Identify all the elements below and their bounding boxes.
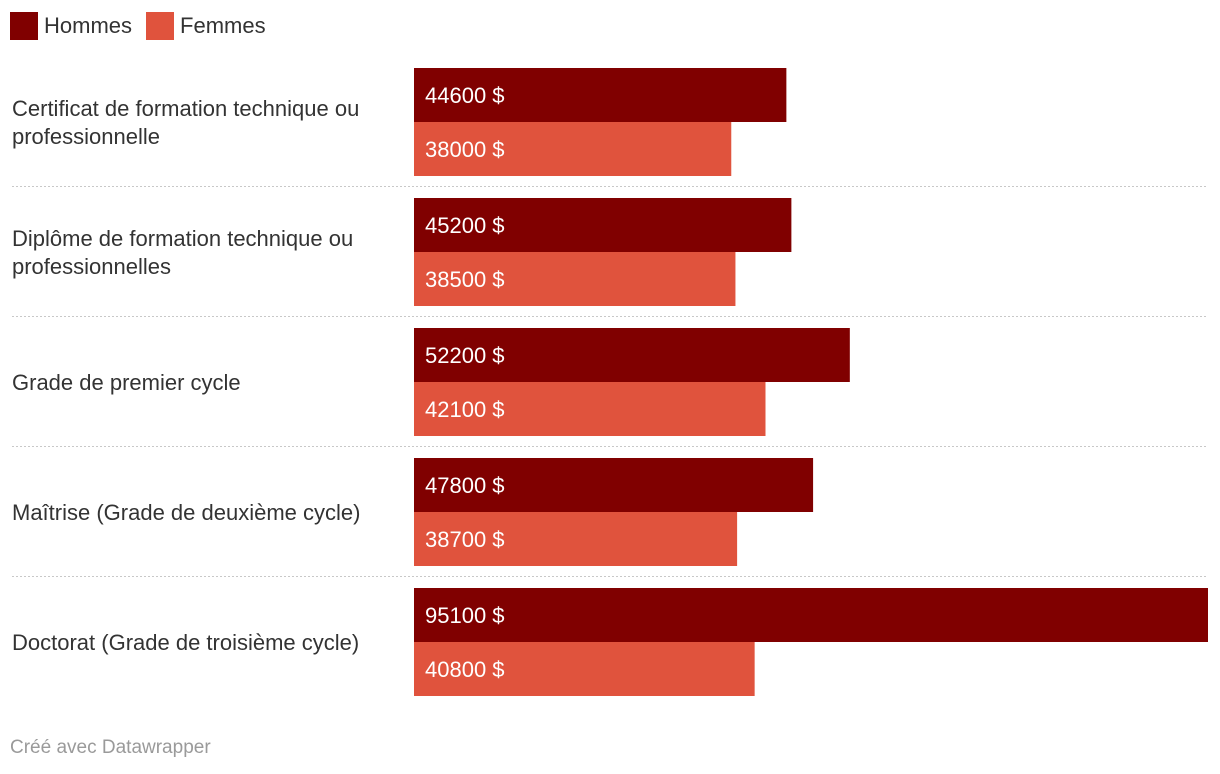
legend: Hommes Femmes — [10, 12, 266, 40]
legend-label-hommes: Hommes — [44, 13, 133, 38]
bar-femmes — [414, 252, 736, 306]
bar-hommes — [414, 588, 1208, 642]
bar-value-label: 38500 $ — [425, 267, 505, 292]
legend-item-hommes: Hommes — [10, 12, 132, 40]
legend-swatch-femmes — [146, 12, 175, 40]
category-label-line: Doctorat (Grade de troisième cycle) — [12, 630, 359, 655]
category-label-line: professionnelles — [12, 254, 171, 279]
bar-femmes — [414, 512, 738, 566]
bar-hommes — [414, 328, 850, 382]
bar-hommes — [414, 458, 814, 512]
category-label: Maîtrise (Grade de deuxième cycle) — [12, 500, 360, 525]
category-label: Diplôme de formation technique ou profess… — [12, 226, 353, 279]
bar-value-label: 42100 $ — [425, 397, 505, 422]
footer-credit[interactable]: Créé avec Datawrapper — [10, 737, 211, 758]
category-label-line: Certificat de formation technique ou — [12, 96, 359, 121]
legend-label-femmes: Femmes — [180, 13, 266, 38]
category-label-line: Diplôme de formation technique ou — [12, 226, 353, 251]
bar-hommes — [414, 68, 787, 122]
bar-value-label: 47800 $ — [425, 473, 505, 498]
bar-value-label: 95100 $ — [425, 603, 505, 628]
bar-value-label: 38000 $ — [425, 137, 505, 162]
category-label-line: Grade de premier cycle — [12, 370, 241, 395]
bar-femmes — [414, 642, 755, 696]
bar-value-label: 44600 $ — [425, 83, 505, 108]
legend-item-femmes: Femmes — [146, 12, 266, 40]
bar-value-label: 40800 $ — [425, 657, 505, 682]
legend-swatch-hommes — [10, 12, 38, 40]
category-label: Certificat de formation technique ou prof… — [12, 96, 359, 149]
bar-value-label: 45200 $ — [425, 213, 505, 238]
bar-femmes — [414, 122, 732, 176]
category-label-line: Maîtrise (Grade de deuxième cycle) — [12, 500, 360, 525]
bar-femmes — [414, 382, 766, 436]
category-label: Grade de premier cycle — [12, 370, 241, 395]
category-label-line: professionnelle — [12, 124, 160, 149]
bar-hommes — [414, 198, 792, 252]
bar-value-label: 38700 $ — [425, 527, 505, 552]
category-label: Doctorat (Grade de troisième cycle) — [12, 630, 359, 655]
bar-value-label: 52200 $ — [425, 343, 505, 368]
